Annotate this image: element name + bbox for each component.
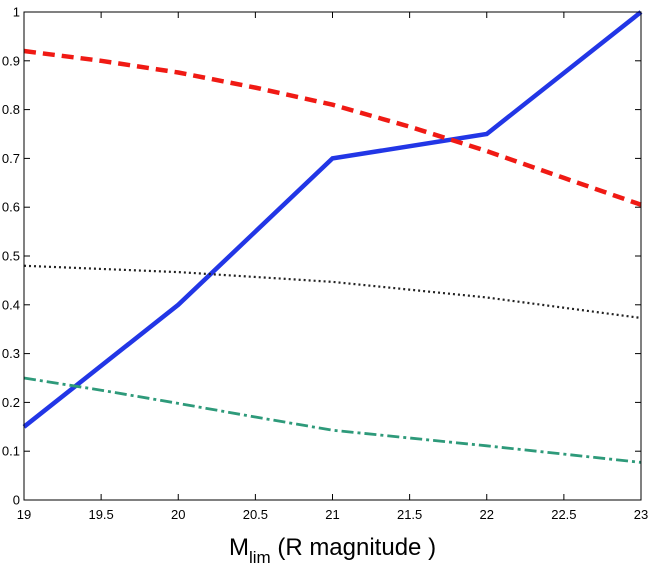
y-tick-label: 0.6 [2,200,20,215]
x-tick-label: 19.5 [88,507,113,522]
x-tick-label: 20 [171,507,185,522]
y-tick-label: 0 [13,493,20,508]
x-tick-label: 20.5 [243,507,268,522]
tick-layer: 19 19.5 20 20.5 21 21.5 22 22.5 23 0 0.1 0.2 0.3 0.4 0… [2,5,648,523]
x-tick-label: 21 [325,507,339,522]
series-line-solid-blue [22,10,643,429]
y-tick-label: 1 [13,5,20,20]
y-tick-label: 0.8 [2,102,20,117]
x-tick-label: 19 [17,507,31,522]
y-tick-label: 0.2 [2,395,20,410]
y-tick-label: 0.3 [2,346,20,361]
x-tick-label: 23 [634,507,648,522]
series-line-dotted-black [23,264,642,320]
y-tick-label: 0.4 [2,297,20,312]
y-tick-label: 0.5 [2,249,20,264]
y-tick-label: 0.7 [2,151,20,166]
series-line-dashdot-green [23,376,642,464]
x-tick-label: 21.5 [397,507,422,522]
x-axis-title: Mlim (R magnitude ) [229,534,436,567]
x-axis-title-rest: (R magnitude ) [271,534,436,561]
x-tick-label: 22 [480,507,494,522]
series-line-dashed-red [23,48,642,207]
x-tick-label: 22.5 [551,507,576,522]
y-tick-label: 0.1 [2,444,20,459]
y-tick-label: 0.9 [2,53,20,68]
series-layer [22,10,643,464]
x-axis-title-main: M [229,534,249,561]
x-axis-title-subscript: lim [249,548,271,567]
